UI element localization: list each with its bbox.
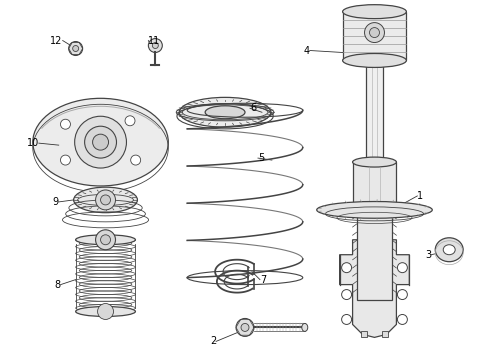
- Ellipse shape: [443, 245, 455, 255]
- Text: 7: 7: [260, 275, 266, 285]
- Text: 6: 6: [250, 103, 256, 113]
- Text: 4: 4: [304, 45, 310, 55]
- Circle shape: [85, 126, 117, 158]
- Circle shape: [236, 319, 254, 336]
- Text: 3: 3: [425, 250, 431, 260]
- Circle shape: [369, 28, 379, 37]
- Circle shape: [152, 42, 158, 49]
- Bar: [366, 42, 384, 162]
- Circle shape: [98, 303, 114, 319]
- Circle shape: [96, 190, 116, 210]
- Circle shape: [365, 23, 385, 42]
- Ellipse shape: [366, 39, 384, 46]
- Text: 12: 12: [50, 36, 63, 46]
- Text: 8: 8: [54, 280, 61, 289]
- Ellipse shape: [179, 97, 271, 127]
- Circle shape: [125, 116, 135, 126]
- Text: 5: 5: [258, 153, 264, 163]
- Circle shape: [342, 315, 352, 324]
- Bar: [357, 208, 392, 300]
- Text: 2: 2: [210, 336, 216, 346]
- Ellipse shape: [75, 306, 135, 316]
- Ellipse shape: [317, 202, 432, 218]
- Ellipse shape: [435, 238, 463, 262]
- Text: 9: 9: [52, 197, 59, 207]
- Ellipse shape: [353, 203, 396, 213]
- Circle shape: [342, 289, 352, 300]
- Bar: [353, 162, 396, 208]
- Ellipse shape: [33, 98, 168, 186]
- Circle shape: [342, 263, 352, 273]
- Circle shape: [397, 315, 407, 324]
- Circle shape: [100, 235, 111, 245]
- Circle shape: [93, 134, 108, 150]
- Circle shape: [60, 119, 71, 129]
- Ellipse shape: [74, 187, 137, 213]
- Bar: [343, 12, 406, 60]
- Ellipse shape: [343, 54, 406, 67]
- Ellipse shape: [205, 106, 245, 119]
- Ellipse shape: [75, 235, 135, 245]
- Polygon shape: [340, 240, 409, 337]
- Circle shape: [60, 155, 71, 165]
- Ellipse shape: [353, 157, 396, 167]
- Circle shape: [69, 41, 83, 55]
- Circle shape: [397, 263, 407, 273]
- Circle shape: [73, 45, 78, 51]
- Text: 11: 11: [148, 36, 161, 46]
- Bar: [383, 332, 389, 337]
- Circle shape: [241, 323, 249, 332]
- Bar: [361, 332, 367, 337]
- Circle shape: [100, 195, 111, 205]
- Circle shape: [131, 155, 141, 165]
- Ellipse shape: [302, 323, 308, 332]
- Circle shape: [148, 39, 162, 53]
- Circle shape: [397, 289, 407, 300]
- Ellipse shape: [343, 5, 406, 19]
- Circle shape: [96, 230, 116, 250]
- Text: 10: 10: [26, 138, 39, 148]
- Circle shape: [74, 116, 126, 168]
- Text: 1: 1: [417, 191, 423, 201]
